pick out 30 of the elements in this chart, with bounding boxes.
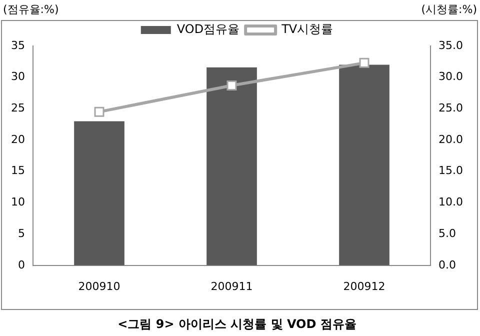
y2-tick-label: 15.0 xyxy=(438,164,464,178)
text: <그림 9> 아이리스 시청률 및 VOD 점유율 xyxy=(118,316,356,331)
y2-tick-label: 0.0 xyxy=(438,258,456,272)
y-tick-label: 15 xyxy=(10,164,25,178)
y2-tick-label: 10.0 xyxy=(438,196,464,209)
y-tick-label: 10 xyxy=(10,196,25,209)
y-tick-label: 5 xyxy=(18,226,25,240)
x-tick-label: 200910 xyxy=(78,280,120,293)
bar xyxy=(206,67,257,266)
legend-label: TV시청률 xyxy=(280,22,334,36)
x-tick-label: 200911 xyxy=(210,280,253,293)
x-tick-label: 200912 xyxy=(343,280,386,293)
y-tick-label: 35 xyxy=(10,38,25,52)
y2-tick-label: 30.0 xyxy=(438,70,464,84)
point xyxy=(359,58,370,68)
point xyxy=(94,106,104,117)
y-tick-label: 20 xyxy=(10,132,25,146)
y-tick-label: 30 xyxy=(10,70,25,84)
y2-axis-title: (시청률:%) xyxy=(421,2,477,16)
y2-tick-label: 20.0 xyxy=(438,132,464,146)
y2-tick-label: 5.0 xyxy=(438,226,456,240)
y2-tick-label: 35.0 xyxy=(438,38,464,52)
point xyxy=(226,80,237,90)
y-axis-title: (점유율:%) xyxy=(3,2,59,16)
bar xyxy=(339,64,390,266)
y-tick-label: 0 xyxy=(18,258,25,272)
y-tick-label: 25 xyxy=(10,102,25,115)
bar xyxy=(74,121,124,266)
y2-tick-label: 25.0 xyxy=(438,102,464,115)
legend-label: VOD점유율 xyxy=(176,22,240,36)
